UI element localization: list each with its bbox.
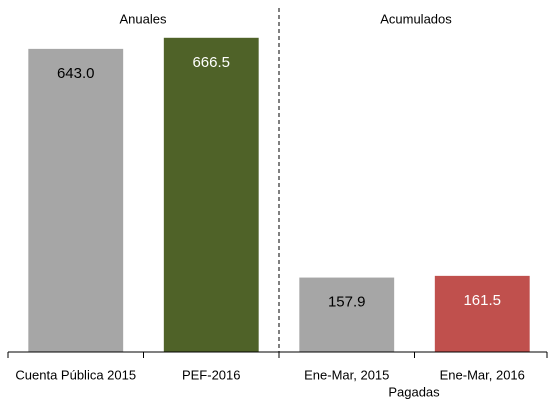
bar [28,48,124,352]
group-label: Anuales [120,11,167,26]
x-tick-label: PEF-2016 [182,367,241,382]
group-label: Pagadas [388,384,440,399]
x-tick-label: Cuenta Pública 2015 [15,367,136,382]
group-label: Acumulados [380,11,452,26]
value-label: 643.0 [57,65,95,82]
bar [299,277,395,352]
x-tick-label: Ene-Mar, 2015 [304,367,389,382]
value-label: 157.9 [328,294,366,311]
x-tick-label: Ene-Mar, 2016 [440,367,525,382]
value-label: 161.5 [463,292,501,309]
bar [163,37,259,353]
value-label: 666.5 [192,54,230,71]
bar [434,275,530,352]
